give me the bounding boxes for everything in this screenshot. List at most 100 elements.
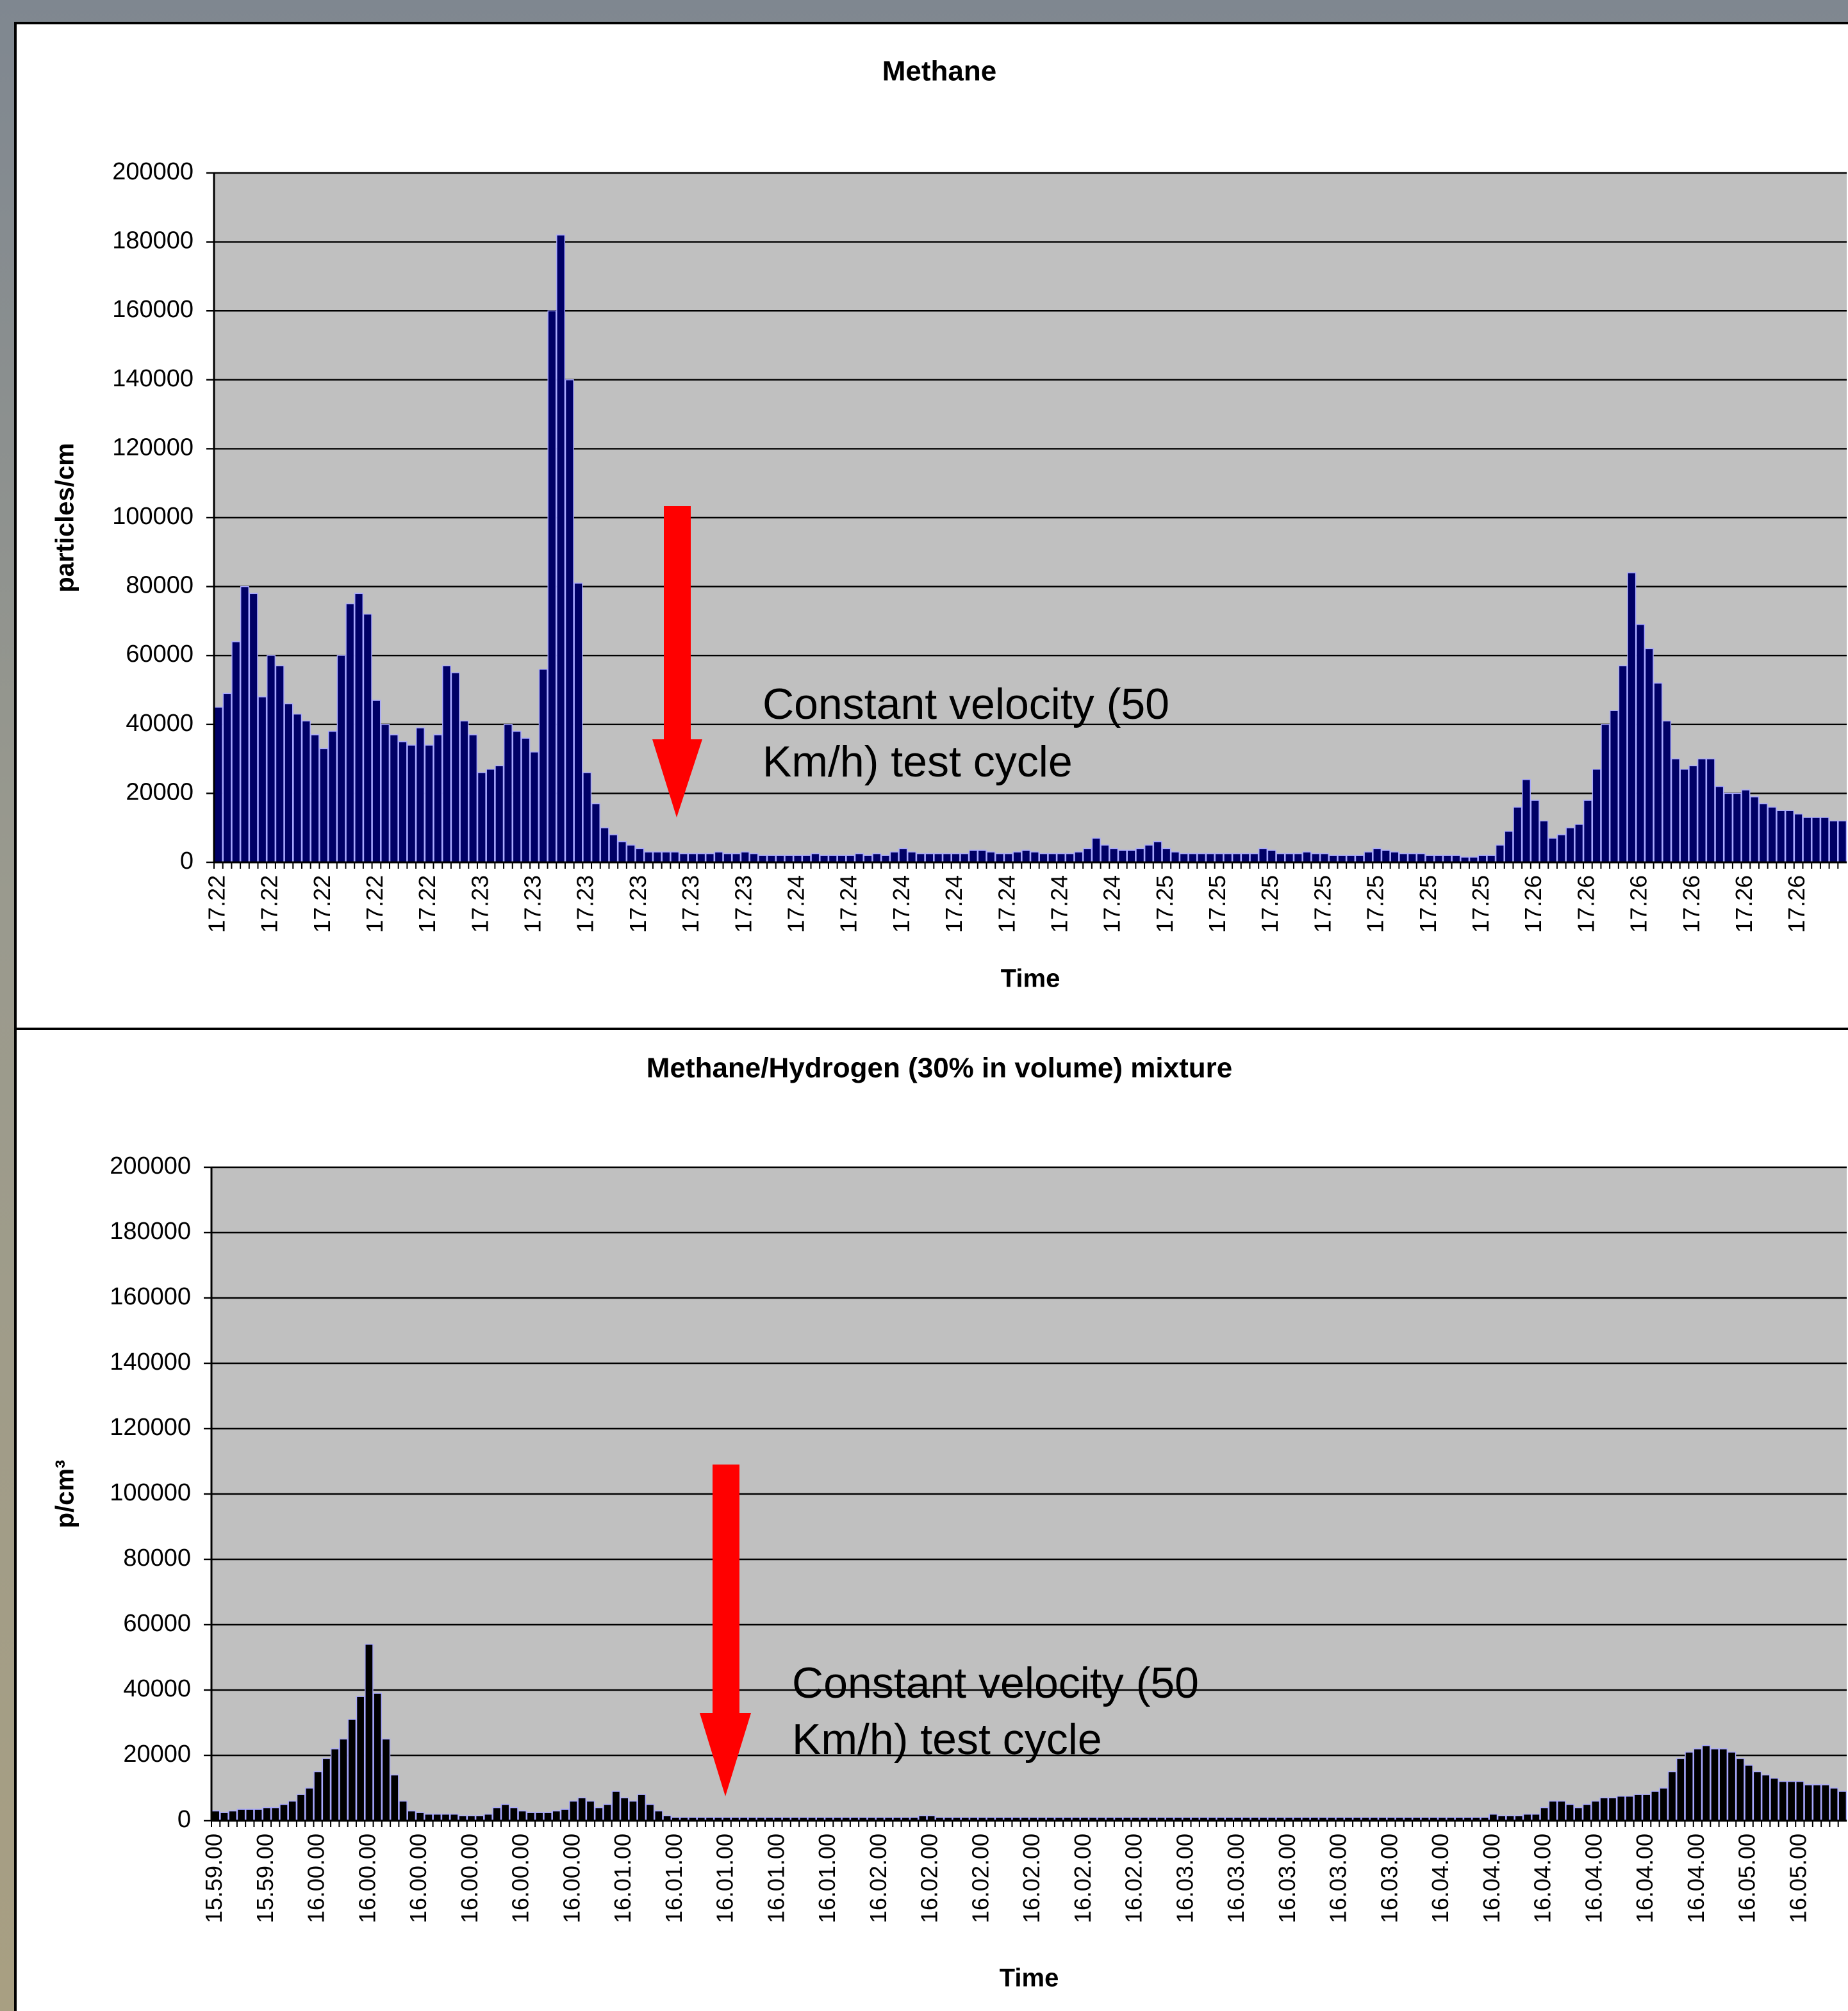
bar — [1601, 725, 1609, 862]
bar — [1039, 854, 1047, 862]
bar — [680, 854, 688, 862]
bar — [1751, 797, 1758, 862]
bar — [671, 852, 679, 862]
bar — [348, 1720, 356, 1821]
bar — [408, 1811, 415, 1821]
bar — [1505, 832, 1512, 862]
bar — [621, 1798, 629, 1821]
bar — [583, 773, 591, 862]
x-tick-label: 16.03.00 — [1325, 1834, 1351, 1923]
x-tick-label: 17.24 — [1046, 875, 1072, 933]
bar — [306, 1788, 313, 1821]
bar — [595, 1808, 603, 1821]
x-tick-label: 16.02.00 — [1018, 1834, 1044, 1923]
x-tick-label: 16.00.00 — [507, 1834, 534, 1923]
bar — [1566, 828, 1574, 862]
bar — [297, 1794, 305, 1821]
bar — [249, 593, 257, 862]
bar — [794, 855, 802, 862]
bar — [1600, 1798, 1608, 1821]
bar — [561, 1809, 569, 1821]
bar — [1719, 1749, 1727, 1821]
bar — [1549, 1801, 1556, 1821]
y-tick-label: 40000 — [126, 710, 194, 737]
bar — [1838, 1791, 1846, 1821]
bar — [654, 852, 661, 862]
bar — [1489, 1814, 1497, 1821]
bar — [258, 697, 266, 862]
x-tick-label: 17.22 — [203, 875, 229, 933]
x-tick-label: 16.04.00 — [1683, 1834, 1709, 1923]
bar — [1685, 1752, 1693, 1821]
bar — [311, 735, 318, 862]
bar — [1443, 855, 1451, 862]
bar — [1711, 1749, 1719, 1821]
bar — [372, 700, 380, 862]
bar — [586, 1801, 594, 1821]
bar — [820, 855, 828, 862]
x-tick-label: 16.01.00 — [712, 1834, 738, 1923]
bar — [646, 1805, 654, 1821]
bar — [1207, 854, 1214, 862]
bar — [223, 693, 231, 862]
bar — [531, 752, 538, 862]
bar — [1329, 855, 1337, 862]
y-tick-label: 80000 — [126, 572, 194, 599]
bar — [241, 587, 249, 862]
annotation: Km/h) test cycle — [763, 737, 1073, 786]
bar — [1408, 854, 1416, 862]
bar — [1267, 850, 1275, 862]
bar — [645, 852, 652, 862]
bar — [1830, 1788, 1838, 1821]
bar — [390, 735, 398, 862]
bar — [864, 855, 871, 862]
bar — [811, 854, 819, 862]
bar — [1303, 852, 1310, 862]
bar — [1399, 854, 1407, 862]
bar — [1663, 721, 1671, 862]
bar — [340, 1739, 347, 1821]
x-tick-label: 16.00.00 — [354, 1834, 380, 1923]
bar — [802, 855, 810, 862]
x-tick-label: 16.04.00 — [1478, 1834, 1505, 1923]
bar — [1514, 807, 1521, 862]
bar — [714, 852, 722, 862]
bar — [212, 1811, 220, 1821]
bar — [1250, 854, 1258, 862]
bar — [1171, 852, 1179, 862]
bar — [1285, 854, 1293, 862]
bar — [1680, 769, 1688, 862]
bar — [1706, 759, 1714, 862]
x-tick-label: 16.00.00 — [303, 1834, 329, 1923]
bar — [1241, 854, 1249, 862]
x-tick-label: 17.25 — [1362, 875, 1389, 933]
bar — [1294, 854, 1302, 862]
bar — [215, 707, 222, 862]
bar — [574, 583, 582, 862]
x-tick-label: 17.23 — [572, 875, 598, 933]
bar — [1770, 1778, 1778, 1821]
bar — [1355, 855, 1363, 862]
x-tick-label: 16.01.00 — [763, 1834, 789, 1923]
y-tick-label: 200000 — [112, 158, 194, 185]
bar — [1022, 850, 1030, 862]
bar — [1233, 854, 1241, 862]
bar — [943, 854, 951, 862]
bar — [1829, 821, 1837, 862]
bar — [1382, 850, 1390, 862]
bar — [441, 1814, 449, 1821]
bar — [552, 1811, 560, 1821]
bar — [1592, 1801, 1599, 1821]
bar — [1728, 1752, 1736, 1821]
bar — [785, 855, 793, 862]
bar — [1634, 1794, 1642, 1821]
bar — [263, 1808, 270, 1821]
bar — [1698, 759, 1706, 862]
bar — [1575, 825, 1583, 862]
bar — [293, 714, 301, 862]
bar — [254, 1809, 262, 1821]
bar — [484, 1814, 492, 1821]
bar — [638, 1794, 645, 1821]
bar — [1643, 1794, 1651, 1821]
bar — [952, 854, 959, 862]
